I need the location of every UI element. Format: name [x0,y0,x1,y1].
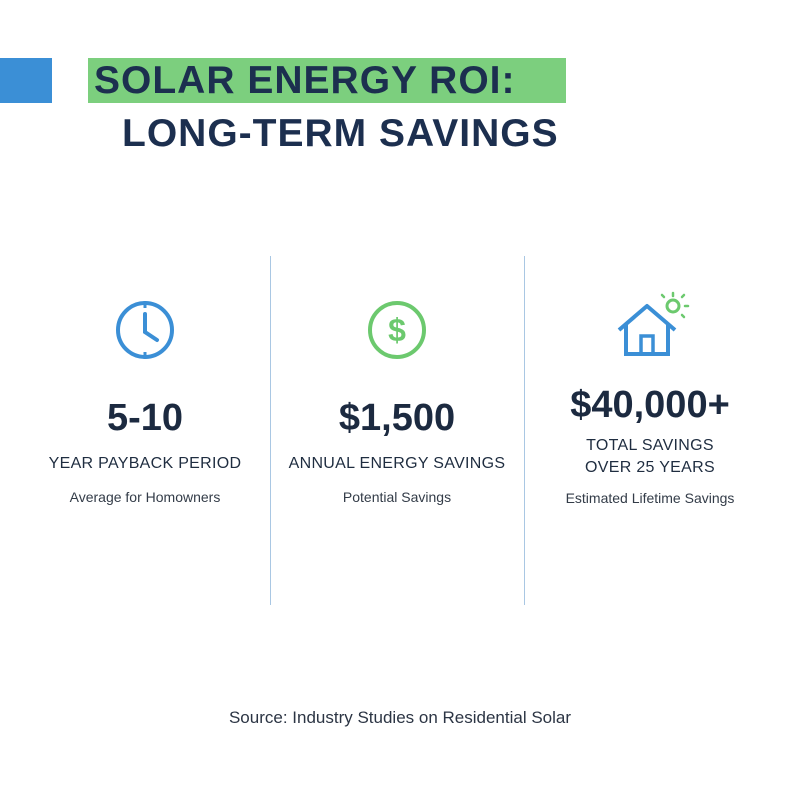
house-sun-icon [617,291,690,356]
source-note: Source: Industry Studies on Residential … [228,708,572,727]
stat-column: $ $1,500 ANNUAL ENERGY SAVINGS Potential… [272,292,522,507]
svg-text:$: $ [388,312,406,348]
stat-value: 5-10 [106,397,184,439]
clock-icon [116,301,174,359]
stat-sublabel: Potential Savings [342,489,452,505]
stat-column: $40,000+ TOTAL SAVINGS OVER 25 YEARS Est… [525,288,775,508]
accent-block [0,58,52,103]
stat-column: 5-10 YEAR PAYBACK PERIOD Average for Hom… [20,292,270,507]
stat-value: $40,000+ [570,384,730,426]
title-line: SOLAR ENERGY ROI: [94,59,516,102]
dollar-icon: $ [368,301,426,359]
stat-label: ANNUAL ENERGY SAVINGS [288,455,506,472]
title-line: LONG-TERM SAVINGS [122,112,559,155]
title-highlight [88,58,566,103]
stat-sublabel: Average for Homowners [69,489,221,505]
divider [270,256,271,605]
stat-sublabel: Estimated Lifetime Savings [565,490,735,506]
stat-label: TOTAL SAVINGS [586,437,714,454]
stat-label: YEAR PAYBACK PERIOD [48,455,242,472]
stat-value: $1,500 [338,397,456,439]
divider [524,256,525,605]
stat-label: OVER 25 YEARS [585,459,715,476]
